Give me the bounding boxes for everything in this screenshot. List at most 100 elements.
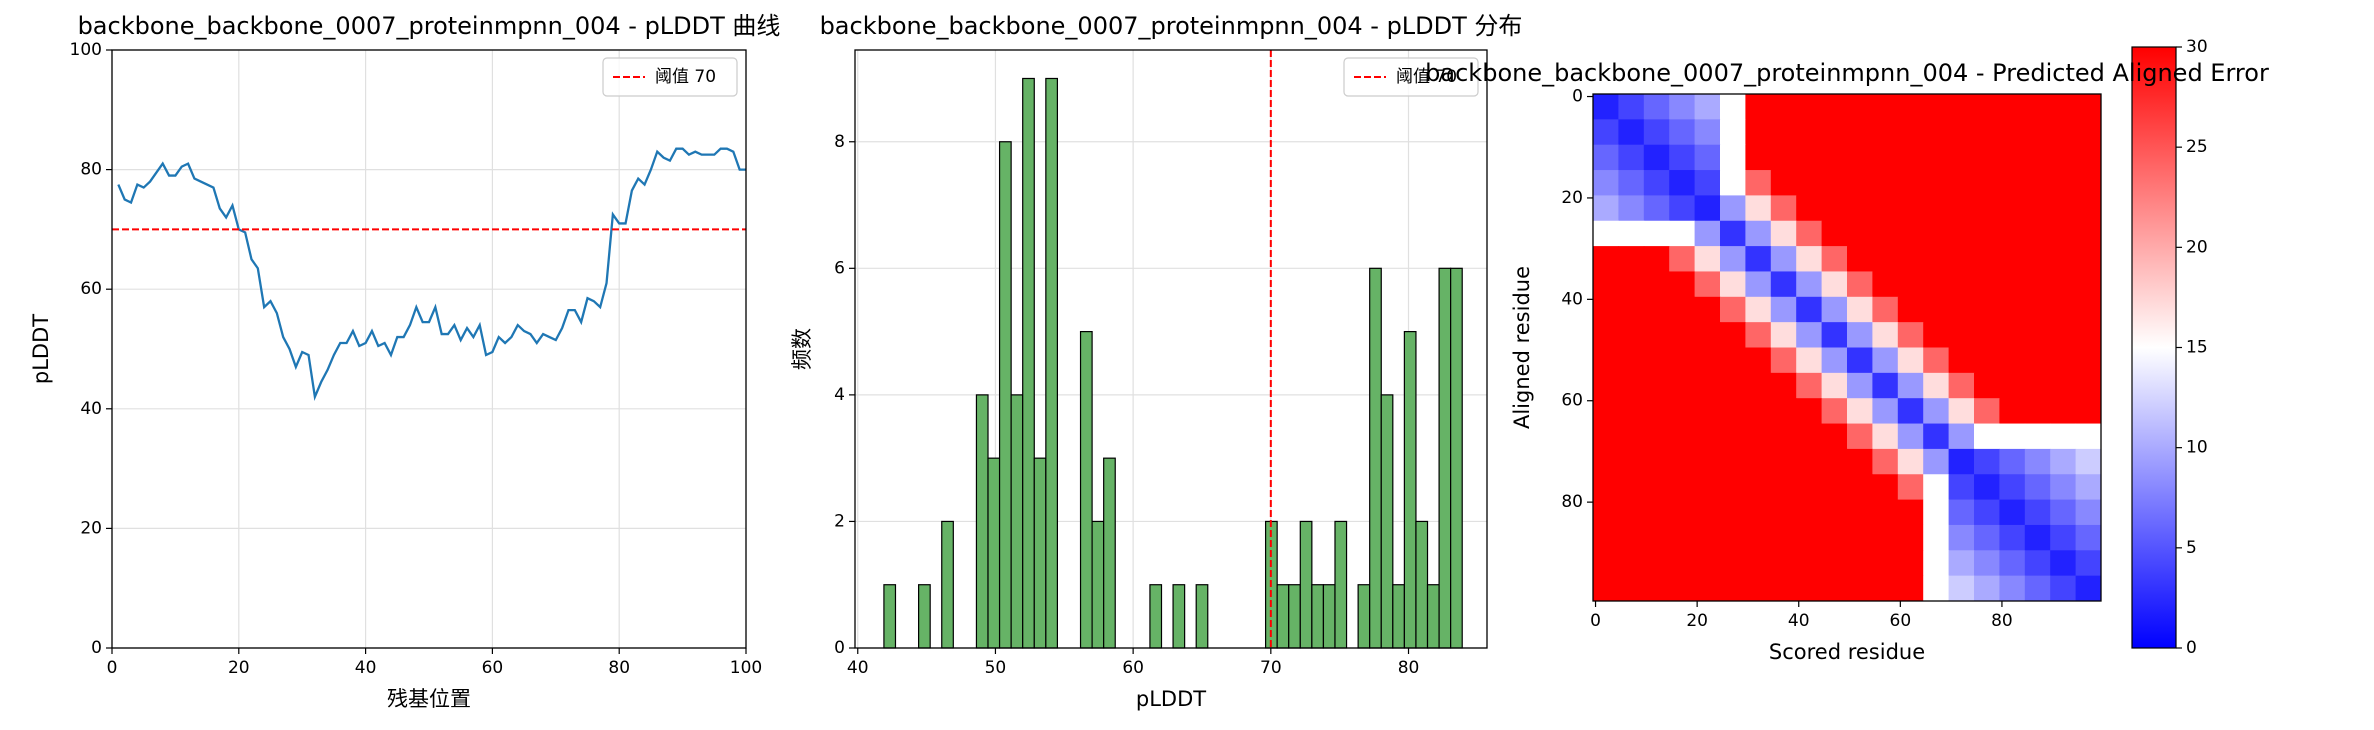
heatmap-cell [1770,524,1797,551]
heatmap-cell [1923,170,1950,196]
x-tick-label: 40 [847,658,869,678]
y-tick-label: 6 [834,258,845,278]
colorbar-tick-label: 30 [2186,37,2208,57]
histogram-bar [1288,584,1301,649]
heatmap-cell [1821,499,1848,526]
heatmap-cell [1745,423,1772,450]
x-tick-label: 40 [355,658,377,678]
heatmap-cell [2024,195,2051,222]
heatmap-cell [2050,347,2077,374]
x-tick-label: 0 [107,658,118,678]
heatmap-cell [1593,94,1619,120]
y-tick-label: 60 [80,279,102,299]
heatmap-cell [2024,94,2051,120]
heatmap-cell [1847,448,1873,475]
heatmap-cell [1593,119,1619,146]
axis-label: Scored residue [1769,640,1925,664]
heatmap-cell [1643,474,1670,501]
heatmap-cell [1999,499,2026,526]
heatmap-cell [1847,246,1873,272]
heatmap-cell [1770,322,1797,348]
colorbar-tick-label: 5 [2186,538,2197,558]
heatmap-cell [1847,474,1873,501]
heatmap-cell [1821,195,1848,222]
heatmap-cell [1618,170,1645,196]
heatmap-cell [1948,170,1975,196]
heatmap-cell [1948,423,1975,450]
heatmap-cell [1720,474,1746,501]
heatmap-cell [1669,220,1696,247]
histogram-bar [883,584,897,649]
heatmap-cell [1872,195,1899,222]
heatmap-cell [1999,474,2026,501]
heatmap-cell [1770,575,1797,602]
heatmap-cell [1999,550,2026,577]
heatmap-cell [1923,448,1950,475]
heatmap-cell [1770,144,1797,171]
heatmap-cell [1618,524,1645,551]
heatmap-cell [1847,499,1873,526]
heatmap-cell [1923,372,1950,399]
histogram-bar [1103,457,1116,649]
heatmap-cell [2050,550,2077,577]
heatmap-cell [1821,575,1848,602]
heatmap-cell [1618,220,1645,247]
heatmap-cell [1796,524,1823,551]
x-tick-label: 70 [1260,658,1282,678]
heatmap-cell [1897,550,1924,577]
heatmap-cell [1974,575,2000,602]
heatmap-cell [1618,448,1645,475]
heatmap-cell [1796,398,1823,425]
heatmap-cell [1923,322,1950,348]
heatmap-cell [1770,220,1797,247]
heatmap-cell [2050,423,2077,450]
heatmap-cell [1694,448,1721,475]
heatmap-cell [1897,448,1924,475]
heatmap-cell [1821,119,1848,146]
heatmap-cell [2024,271,2051,298]
heatmap-cell [1694,474,1721,501]
heatmap-cell [1694,524,1721,551]
heatmap-cell [1745,499,1772,526]
heatmap-cell [1821,398,1848,425]
x-tick-label: 50 [985,658,1007,678]
axis-label: pLDDT [29,314,53,384]
heatmap-cell [1669,524,1696,551]
heatmap-cell [1948,246,1975,272]
heatmap-cell [1618,372,1645,399]
heatmap-cell [1745,372,1772,399]
heatmap-cell [1796,246,1823,272]
heatmap-cell [1593,550,1619,577]
heatmap-cell [1694,144,1721,171]
heatmap-cell [1643,524,1670,551]
colorbar-tick-label: 0 [2186,638,2197,658]
heatmap-cell [2050,474,2077,501]
heatmap-cell [1923,195,1950,222]
histogram-bar [1195,584,1209,649]
heatmap-cell [2075,296,2102,323]
heatmap-cell [1974,499,2000,526]
heatmap-cell [1694,398,1721,425]
heatmap-cell [1643,575,1670,602]
heatmap-cell [1948,296,1975,323]
heatmap-cell [1948,474,1975,501]
histogram-bar [1334,520,1348,649]
heatmap-cell [1847,524,1873,551]
x-tick-label: 100 [730,658,762,678]
histogram-bar [1276,584,1290,649]
heatmap-cell [1897,170,1924,196]
histogram-bar [1322,584,1336,649]
heatmap-cell [1669,448,1696,475]
heatmap-cell [1745,119,1772,146]
heatmap-cell [1618,246,1645,272]
histogram-bar [1149,584,1163,649]
heatmap-cell [1999,448,2026,475]
heatmap-cell [1593,322,1619,348]
heatmap-cell [1593,347,1619,374]
heatmap-cell [1796,347,1823,374]
heatmap-cell [1669,372,1696,399]
heatmap-cell [1770,474,1797,501]
heatmap-cell [1669,474,1696,501]
heatmap-cell [1974,398,2000,425]
